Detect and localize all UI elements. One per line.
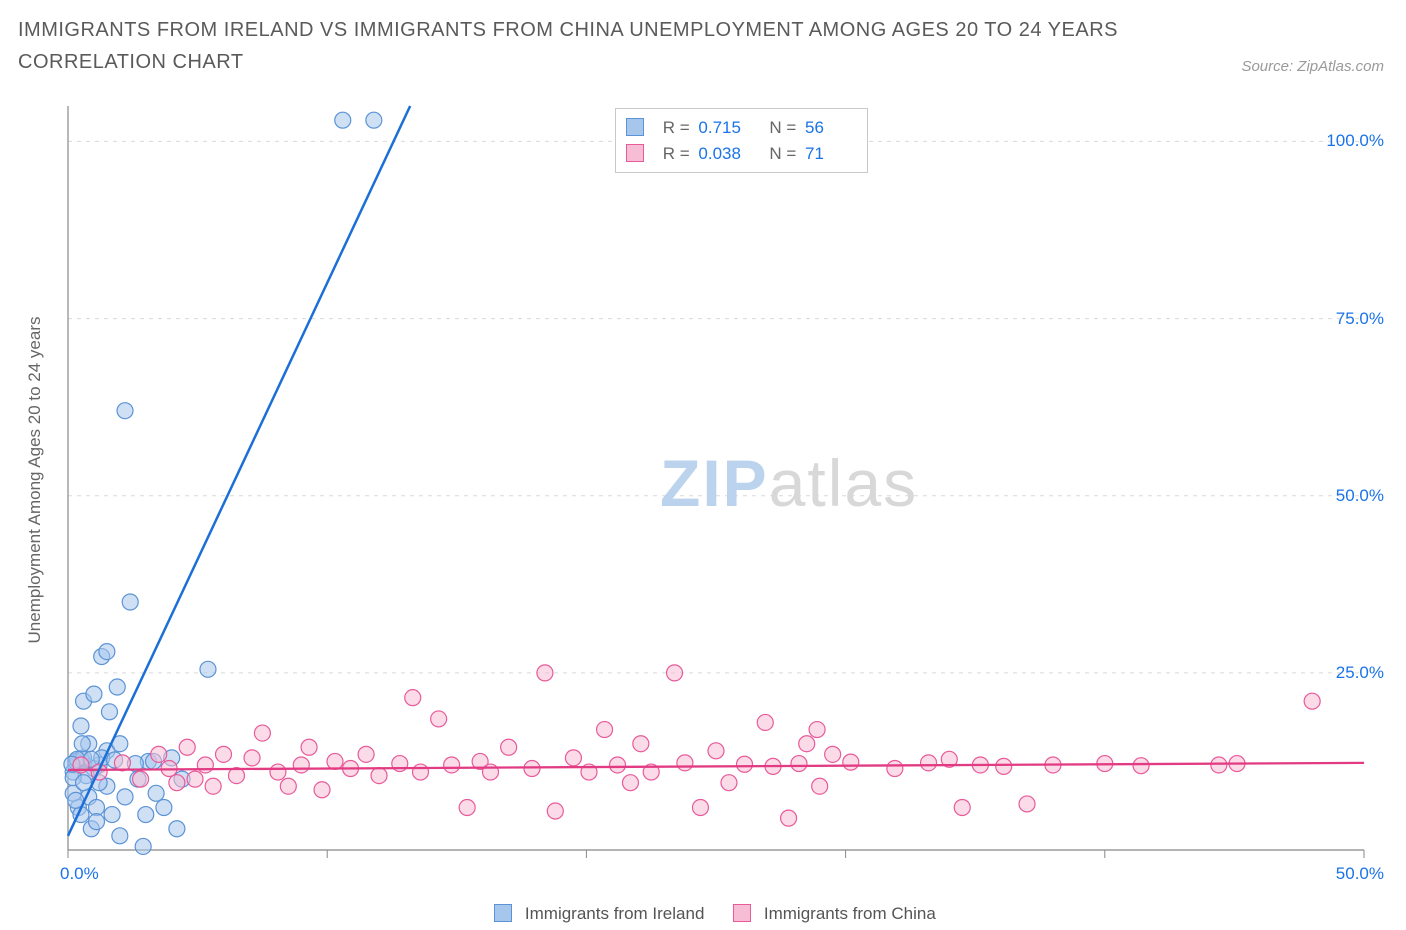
legend-footer: Immigrants from Ireland Immigrants from … [0, 904, 1406, 924]
x-tick-label: 50.0% [1336, 864, 1384, 884]
y-tick-label: 25.0% [1336, 663, 1384, 683]
r-value-b: 0.038 [698, 141, 746, 167]
x-tick-label: 0.0% [60, 864, 99, 884]
swatch-series-a [494, 904, 512, 922]
n-value-a: 56 [805, 115, 853, 141]
r-label: R = [663, 118, 690, 137]
y-axis-title-wrap: Unemployment Among Ages 20 to 24 years [22, 100, 48, 860]
legend-label-b: Immigrants from China [764, 904, 936, 923]
chart-title: IMMIGRANTS FROM IRELAND VS IMMIGRANTS FR… [18, 14, 1118, 78]
swatch-series-b [626, 144, 644, 162]
r-label: R = [663, 144, 690, 163]
r-value-a: 0.715 [698, 115, 746, 141]
stats-row-b: R = 0.038 N = 71 [626, 141, 853, 167]
stats-row-a: R = 0.715 N = 56 [626, 115, 853, 141]
scatter-svg [62, 100, 1382, 880]
n-value-b: 71 [805, 141, 853, 167]
swatch-series-a [626, 118, 644, 136]
plot-area [62, 100, 1382, 880]
legend-label-a: Immigrants from Ireland [525, 904, 705, 923]
swatch-series-b [733, 904, 751, 922]
source-label: Source: ZipAtlas.com [1241, 58, 1384, 75]
stats-legend: R = 0.715 N = 56 R = 0.038 N = 71 [615, 108, 868, 173]
chart-container: { "title": "IMMIGRANTS FROM IRELAND VS I… [0, 0, 1406, 930]
y-tick-label: 75.0% [1336, 309, 1384, 329]
y-axis-title: Unemployment Among Ages 20 to 24 years [25, 317, 45, 644]
n-label: N = [769, 144, 796, 163]
n-label: N = [769, 118, 796, 137]
y-tick-label: 100.0% [1326, 131, 1384, 151]
y-tick-label: 50.0% [1336, 486, 1384, 506]
